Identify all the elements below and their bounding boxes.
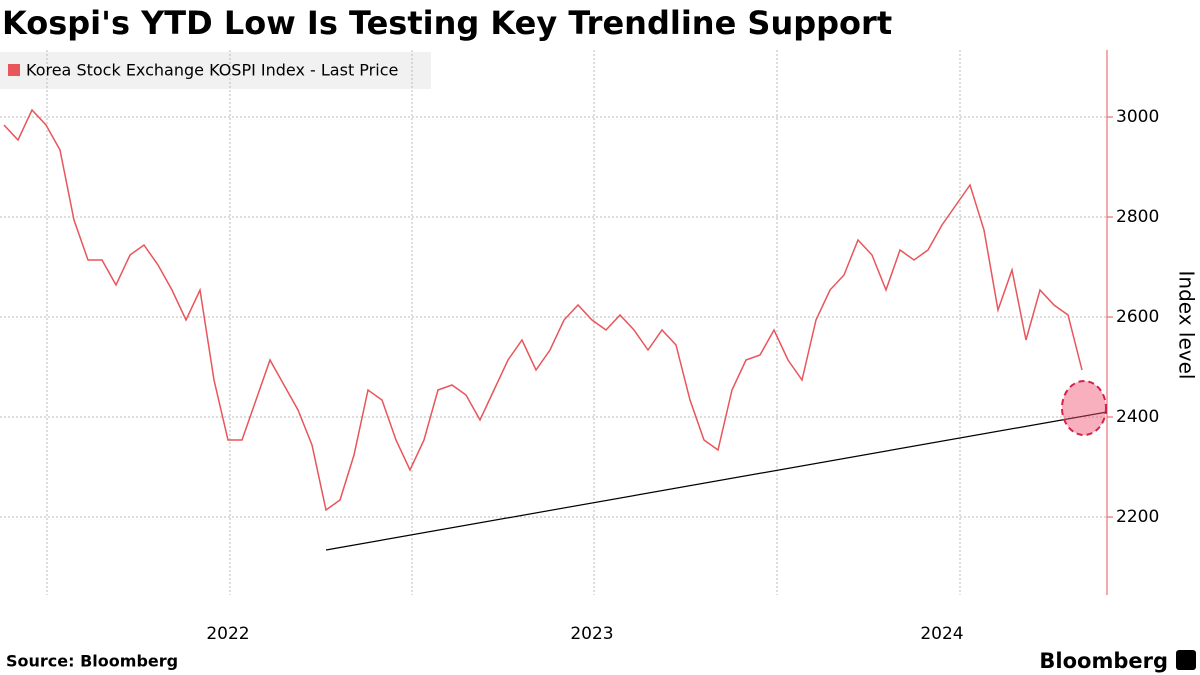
highlight-circle (1061, 380, 1107, 436)
chart-title: Kospi's YTD Low Is Testing Key Trendline… (2, 4, 892, 42)
legend-box (0, 52, 431, 89)
y-axis-label: Index level (1175, 271, 1199, 380)
y-tick-label: 2600 (1116, 307, 1159, 327)
y-tick-label: 2800 (1116, 207, 1159, 227)
x-grid (46, 50, 961, 595)
x-tick-label: 2023 (570, 624, 613, 644)
price-line (3, 108, 1083, 512)
legend-swatch (8, 64, 20, 76)
trendline (325, 411, 1108, 551)
brand-icon (1176, 650, 1196, 670)
x-tick-label: 2022 (206, 624, 249, 644)
x-tick-label: 2024 (920, 624, 963, 644)
y-tick-label: 3000 (1116, 107, 1159, 127)
source: Source: Bloomberg (6, 652, 178, 671)
brand: Bloomberg (1039, 649, 1168, 673)
y-tick-label: 2200 (1116, 507, 1159, 527)
y-tick-label: 2400 (1116, 407, 1159, 427)
legend-label: Korea Stock Exchange KOSPI Index - Last … (26, 61, 398, 80)
